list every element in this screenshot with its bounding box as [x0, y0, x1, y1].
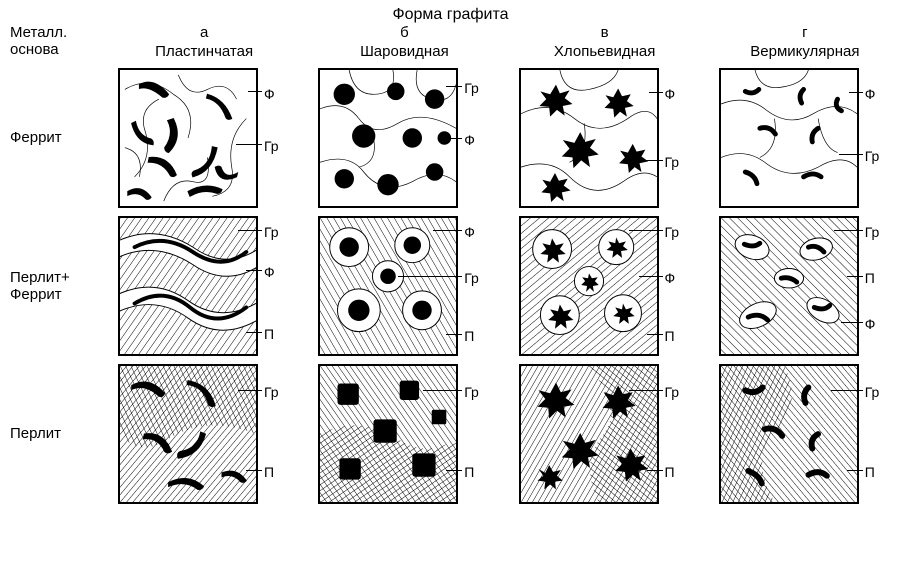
annot-pearlite: П	[865, 270, 875, 286]
col-letter: б	[318, 24, 490, 41]
col-header-d: г Вермикулярная	[719, 24, 891, 60]
annot-graphite: Гр	[665, 154, 680, 170]
annot-pearlite: П	[865, 464, 875, 480]
leader-line	[847, 470, 863, 471]
leader-line	[841, 322, 863, 323]
annot-pearlite: П	[464, 328, 474, 344]
cell-ferrite-lamellar: Ф Гр	[118, 68, 258, 208]
annot-graphite: Гр	[865, 384, 880, 400]
col-header-b: б Шаровидная	[318, 24, 490, 60]
col-name: Вермикулярная	[719, 43, 891, 60]
leader-line	[847, 276, 863, 277]
leader-line	[246, 332, 262, 333]
leader-line	[834, 230, 863, 231]
micrograph	[118, 68, 258, 208]
leader-line	[238, 390, 262, 391]
leader-line	[423, 390, 462, 391]
col-header-a: а Пластинчатая	[118, 24, 290, 60]
annot-pearlite: П	[264, 326, 274, 342]
micrograph	[719, 68, 859, 208]
cell-pf-lamellar: Гр Ф П	[118, 216, 258, 356]
row-label-ferrite: Феррит	[10, 129, 90, 146]
annot-pearlite: П	[665, 464, 675, 480]
col-name: Пластинчатая	[118, 43, 290, 60]
leader-line	[831, 390, 863, 391]
microstructure-grid: Металл. основа а Пластинчатая б Шаровидн…	[10, 24, 891, 512]
leader-line	[246, 470, 262, 471]
micrograph	[318, 364, 458, 504]
leader-line	[839, 154, 863, 155]
micrograph	[318, 216, 458, 356]
annot-graphite: Гр	[665, 384, 680, 400]
micrograph	[519, 216, 659, 356]
cell-pf-vermicular: Гр П Ф	[719, 216, 859, 356]
leader-line	[236, 144, 262, 145]
annot-graphite: Гр	[464, 270, 479, 286]
annot-graphite: Гр	[264, 138, 279, 154]
col-letter: а	[118, 24, 290, 41]
annot-graphite: Гр	[264, 224, 279, 240]
cell-pf-flaky: Гр Ф П	[519, 216, 659, 356]
cell-pearlite-lamellar: Гр П	[118, 364, 258, 504]
leader-line	[248, 91, 262, 92]
cell-pearlite-nodular: Гр П	[318, 364, 458, 504]
micrograph	[519, 364, 659, 504]
leader-line	[641, 160, 663, 161]
leader-line	[629, 390, 663, 391]
leader-line	[647, 470, 663, 471]
leader-line	[647, 334, 663, 335]
annot-pearlite: П	[264, 464, 274, 480]
cell-ferrite-vermicular: Ф Гр	[719, 68, 859, 208]
annot-ferrite: Ф	[665, 270, 676, 286]
annot-ferrite: Ф	[264, 264, 275, 280]
micrograph	[118, 216, 258, 356]
diagram-title: Форма графита	[0, 6, 901, 24]
micrograph	[719, 364, 859, 504]
annot-ferrite: Ф	[865, 316, 876, 332]
micrograph	[318, 68, 458, 208]
leader-line	[649, 92, 663, 93]
leader-line	[450, 138, 462, 139]
leader-line	[446, 470, 462, 471]
annot-ferrite: Ф	[464, 132, 475, 148]
leader-line	[639, 276, 663, 277]
annot-ferrite: Ф	[865, 86, 876, 102]
leader-line	[433, 230, 462, 231]
annot-ferrite: Ф	[464, 224, 475, 240]
leader-line	[629, 230, 663, 231]
leader-line	[238, 230, 262, 231]
annot-graphite: Гр	[464, 80, 479, 96]
annot-ferrite: Ф	[264, 86, 275, 102]
col-name: Шаровидная	[318, 43, 490, 60]
micrograph	[519, 68, 659, 208]
cell-pf-nodular: Ф Гр П	[318, 216, 458, 356]
col-letter: г	[719, 24, 891, 41]
col-letter: в	[519, 24, 691, 41]
annot-pearlite: П	[464, 464, 474, 480]
cell-ferrite-flaky: Ф Гр	[519, 68, 659, 208]
micrograph	[118, 364, 258, 504]
cell-pearlite-flaky: Гр П	[519, 364, 659, 504]
cell-ferrite-nodular: Гр Ф	[318, 68, 458, 208]
row-header-label: Металл. основа	[10, 24, 90, 59]
micrograph	[719, 216, 859, 356]
col-name: Хлопьевидная	[519, 43, 691, 60]
cell-pearlite-vermicular: Гр П	[719, 364, 859, 504]
annot-pearlite: П	[665, 328, 675, 344]
col-header-c: в Хлопьевидная	[519, 24, 691, 60]
annot-graphite: Гр	[464, 384, 479, 400]
annot-graphite: Гр	[865, 224, 880, 240]
annot-graphite: Гр	[665, 224, 680, 240]
leader-line	[398, 276, 462, 277]
leader-line	[246, 270, 262, 271]
annot-graphite: Гр	[865, 148, 880, 164]
leader-line	[849, 92, 863, 93]
leader-line	[446, 334, 462, 335]
leader-line	[446, 86, 462, 87]
annot-ferrite: Ф	[665, 86, 676, 102]
annot-graphite: Гр	[264, 384, 279, 400]
row-label-pearlite: Перлит	[10, 425, 90, 442]
row-label-pearlite-ferrite: Перлит+ Феррит	[10, 269, 90, 304]
